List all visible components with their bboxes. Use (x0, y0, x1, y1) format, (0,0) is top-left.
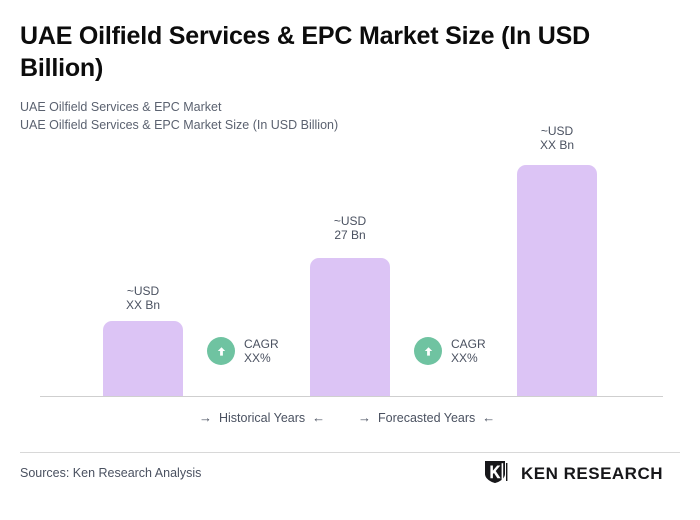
subtitle-line-2: UAE Oilfield Services & EPC Market Size … (20, 118, 339, 132)
bar-value-label-2: ~USD 27 Bn (333, 214, 367, 242)
logo-k-accent-icon (506, 462, 517, 487)
subtitle-block: UAE Oilfield Services & EPC Market UAE O… (20, 98, 640, 134)
cagr-marker-2[interactable]: CAGR XX% (414, 337, 486, 365)
arrow-right-icon: → (358, 410, 371, 425)
period-band-historical-label: Historical Years (219, 410, 306, 425)
cagr-label-1: CAGR XX% (244, 337, 279, 365)
bar-base-year[interactable] (310, 258, 390, 396)
arrow-right-icon: → (199, 410, 212, 425)
page-title: UAE Oilfield Services & EPC Market Size … (20, 22, 590, 82)
cagr-marker-1[interactable]: CAGR XX% (207, 337, 279, 365)
bar-chart-plot-area: ~USD XX Bn ~USD 27 Bn ~USD XX Bn CAGR XX… (40, 124, 663, 425)
x-axis-line (40, 396, 663, 397)
arrow-left-icon: ← (312, 410, 326, 425)
logo-wordmark: KEN RESEARCH (521, 464, 664, 483)
bar-forecast-year[interactable] (517, 165, 597, 396)
bar-historical-year[interactable] (103, 321, 183, 396)
bar-value-label-3: ~USD XX Bn (539, 124, 575, 152)
cagr-label-2: CAGR XX% (451, 337, 486, 365)
bar-value-label-1: ~USD XX Bn (125, 284, 161, 312)
arrow-up-icon (207, 337, 235, 365)
arrow-left-icon: ← (482, 410, 496, 425)
ken-research-shield-icon (484, 460, 506, 489)
subtitle-line-1: UAE Oilfield Services & EPC Market (20, 100, 222, 114)
period-band-historical: → Historical Years ← (199, 410, 325, 425)
ken-research-logo: KEN RESEARCH (484, 460, 664, 489)
period-band-forecasted: → Forecasted Years ← (358, 410, 495, 425)
sources-text: Sources: Ken Research Analysis (20, 466, 202, 480)
period-band-forecasted-label: Forecasted Years (378, 410, 476, 425)
arrow-up-icon (414, 337, 442, 365)
footer-divider (20, 452, 680, 453)
